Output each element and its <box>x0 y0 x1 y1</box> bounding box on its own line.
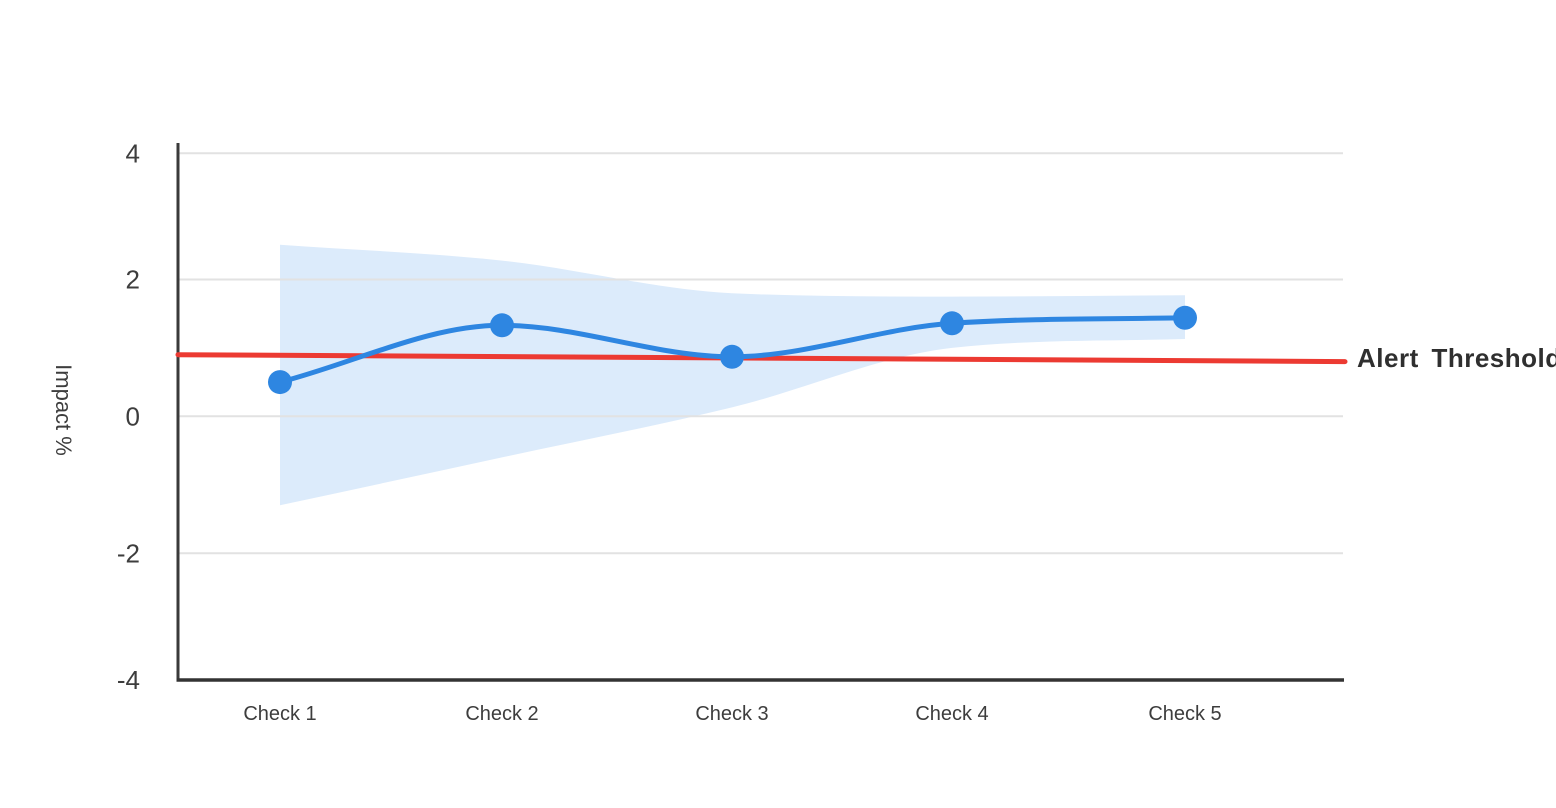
axes-group <box>176 143 1344 682</box>
x-tick-label: Check 5 <box>1148 703 1221 725</box>
y-axis-title: Impact % <box>51 364 76 456</box>
series-group <box>268 305 1197 395</box>
threshold-group <box>175 352 1348 365</box>
confidence-band-group <box>280 244 1185 506</box>
alert-threshold-line <box>175 352 1348 365</box>
x-tick-label: Check 3 <box>695 703 768 725</box>
x-tick-label: Check 1 <box>243 703 316 725</box>
threshold-label: Alert Threshold <box>1357 343 1556 373</box>
data-point-check-5 <box>1173 305 1197 330</box>
data-point-check-2 <box>490 313 514 338</box>
x-tick-label: Check 2 <box>465 703 538 725</box>
x-tick-label: Check 4 <box>915 703 988 725</box>
y-tick-label: 2 <box>126 265 140 295</box>
data-point-check-1 <box>268 370 292 395</box>
y-tick-label: -2 <box>117 538 140 568</box>
gridlines-group <box>178 152 1343 555</box>
confidence-band-area <box>280 244 1185 506</box>
y-tick-label: 0 <box>126 401 140 431</box>
data-point-check-4 <box>940 311 964 336</box>
y-tick-label: -4 <box>117 665 140 695</box>
y-tick-labels-group: 4 2 0 -2 -4 <box>117 138 140 695</box>
y-tick-label: 4 <box>126 138 140 168</box>
data-point-check-3 <box>720 344 744 369</box>
x-tick-labels-group: Check 1 Check 2 Check 3 Check 4 Check 5 <box>243 703 1221 725</box>
